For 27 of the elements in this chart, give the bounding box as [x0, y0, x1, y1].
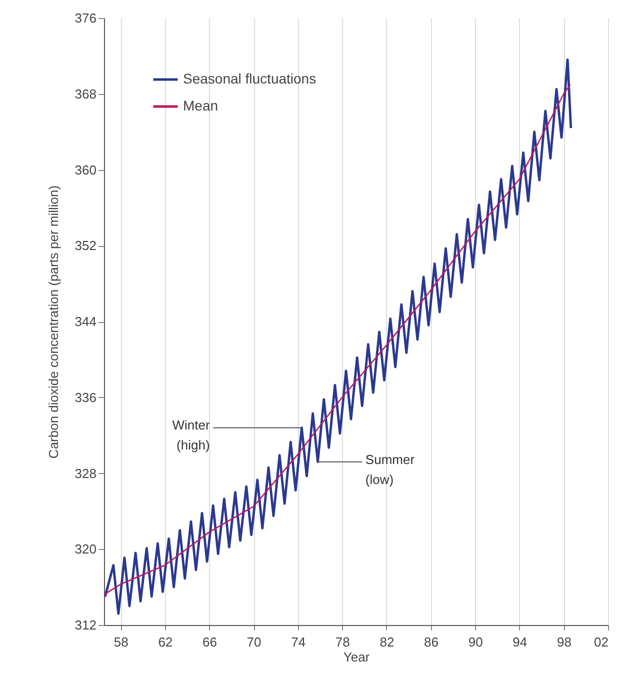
y-tick-label: 376 — [74, 10, 96, 26]
x-tick-label: 82 — [380, 634, 394, 650]
legend-label: Mean — [183, 98, 218, 114]
x-tick-label: 62 — [158, 634, 173, 650]
x-tick-label: 74 — [291, 634, 306, 650]
y-tick-label: 320 — [74, 542, 96, 557]
y-tick-label: 344 — [74, 314, 96, 329]
y-tick-label: 336 — [74, 390, 96, 405]
x-tick-label: 02 — [594, 634, 608, 650]
x-tick-label: 86 — [424, 634, 439, 650]
y-tick-label: 312 — [74, 618, 96, 632]
y-axis-title: Carbon dioxide concentration (parts per million) — [46, 185, 61, 459]
x-tick-label: 94 — [512, 634, 528, 650]
x-tick-label: 98 — [556, 634, 572, 650]
x-tick-label: 78 — [335, 634, 350, 650]
x-tick-label: 58 — [114, 634, 128, 650]
x-axis-title: Year — [343, 650, 370, 664]
x-tick-label: 66 — [202, 634, 217, 650]
x-tick-label: 70 — [246, 634, 262, 650]
annotation: Summer (low) — [365, 452, 416, 487]
legend-label: Seasonal fluctuations — [183, 70, 316, 86]
x-tick-label: 90 — [468, 634, 483, 650]
y-tick-label: 360 — [74, 162, 96, 178]
y-tick-label: 352 — [74, 238, 96, 254]
y-tick-label: 328 — [74, 466, 96, 481]
annotation: Winter (high) — [172, 418, 210, 453]
y-tick-label: 368 — [74, 86, 96, 102]
